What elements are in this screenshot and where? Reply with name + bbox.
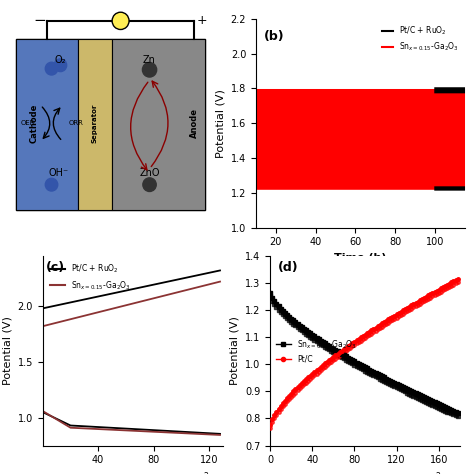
Y-axis label: Potential (V): Potential (V)	[2, 316, 12, 385]
Text: Anode: Anode	[190, 108, 199, 138]
Circle shape	[46, 178, 58, 191]
Text: ORR: ORR	[68, 120, 83, 126]
Text: OER: OER	[20, 120, 35, 126]
Legend: Pt/C + RuO$_2$, Sn$_{x=0.15}$-Ga$_2$O$_3$: Pt/C + RuO$_2$, Sn$_{x=0.15}$-Ga$_2$O$_3…	[46, 260, 134, 295]
Text: (c): (c)	[46, 261, 65, 274]
Text: OH⁻: OH⁻	[48, 168, 68, 178]
Legend: Sn$_{x=0.15}$-Ga$_2$O$_3$, Pt/C: Sn$_{x=0.15}$-Ga$_2$O$_3$, Pt/C	[274, 337, 358, 365]
Text: Cathode: Cathode	[29, 103, 38, 143]
Text: (b): (b)	[264, 30, 285, 43]
Text: +: +	[197, 14, 207, 27]
Text: (d): (d)	[278, 261, 299, 274]
Text: O₂: O₂	[55, 55, 66, 64]
Text: ZnO: ZnO	[139, 168, 160, 178]
FancyBboxPatch shape	[112, 39, 205, 210]
X-axis label: Current density (mAcm$^{-2}$): Current density (mAcm$^{-2}$)	[51, 471, 214, 474]
Y-axis label: Potential (V): Potential (V)	[229, 316, 239, 385]
Text: Zn: Zn	[143, 55, 156, 64]
Y-axis label: Potential (V): Potential (V)	[215, 89, 225, 158]
Circle shape	[112, 12, 129, 29]
Circle shape	[142, 63, 157, 77]
FancyBboxPatch shape	[78, 39, 112, 210]
Legend: Pt/C + RuO$_2$, Sn$_{x=0.15}$-Ga$_2$O$_3$: Pt/C + RuO$_2$, Sn$_{x=0.15}$-Ga$_2$O$_3…	[380, 23, 461, 55]
X-axis label: Time (h): Time (h)	[334, 253, 386, 263]
Text: Separator: Separator	[92, 103, 98, 143]
Circle shape	[143, 178, 156, 191]
Circle shape	[46, 62, 58, 75]
X-axis label: Current density (mAcm$^{-2}$): Current density (mAcm$^{-2}$)	[283, 471, 447, 474]
Circle shape	[54, 59, 67, 72]
Text: −: −	[33, 13, 46, 28]
FancyBboxPatch shape	[16, 39, 78, 210]
FancyBboxPatch shape	[16, 39, 205, 210]
